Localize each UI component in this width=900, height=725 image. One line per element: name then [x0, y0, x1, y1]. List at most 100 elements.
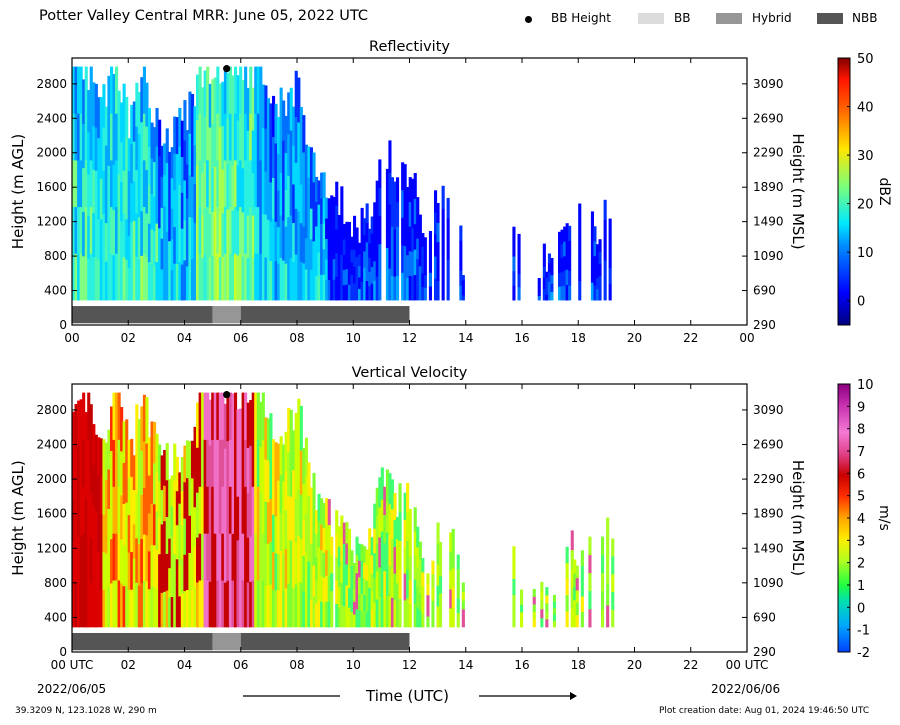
velocity-cell: [234, 580, 238, 628]
velocity-y-tick-label: 1200: [36, 541, 67, 555]
reflectivity-cell: [320, 172, 324, 199]
velocity-cell: [264, 543, 268, 586]
velocity-cell: [165, 516, 169, 554]
reflectivity-cell: [261, 256, 265, 301]
velocity-cell: [79, 444, 83, 491]
reflectivity-cell: [120, 102, 124, 143]
velocity-cell: [130, 551, 134, 590]
reflectivity-cell: [203, 162, 207, 209]
reflectivity-cell: [254, 206, 258, 254]
reflectivity-cell: [388, 204, 392, 237]
velocity-bb-bar-hybrid: [212, 632, 241, 651]
reflectivity-cell: [436, 241, 440, 262]
velocity-cell: [320, 524, 324, 551]
reflectivity-cell: [312, 211, 316, 242]
velocity-cell: [274, 516, 278, 554]
velocity-cell: [335, 533, 339, 558]
reflectivity-cell: [390, 226, 394, 252]
reflectivity-cell: [74, 160, 78, 208]
reflectivity-cell: [325, 238, 329, 260]
reflectivity-cell: [180, 264, 184, 301]
velocity-cell: [431, 613, 435, 628]
reflectivity-cell: [396, 177, 400, 203]
velocity-cell: [426, 584, 430, 596]
velocity-y-tick-label: 400: [44, 610, 67, 624]
velocity-cell: [198, 533, 202, 581]
velocity-cell: [254, 486, 258, 534]
reflectivity-cell: [74, 66, 78, 114]
reflectivity-cell: [266, 98, 270, 139]
reflectivity-cell: [110, 113, 114, 161]
velocity-cell: [147, 513, 151, 552]
reflectivity-cell: [299, 184, 303, 224]
velocity-cell: [512, 610, 516, 628]
reflectivity-cell: [188, 175, 192, 218]
reflectivity-cell: [97, 178, 101, 220]
reflectivity-cell: [236, 165, 240, 211]
velocity-cell: [390, 538, 394, 569]
velocity-cell: [185, 552, 189, 590]
reflectivity-cell: [82, 123, 86, 168]
velocity-cell: [115, 392, 119, 440]
velocity-cell: [208, 536, 212, 582]
legend-label-nbb: NBB: [852, 11, 878, 25]
reflectivity-cell: [327, 198, 331, 219]
reflectivity-cell: [104, 106, 108, 146]
velocity-cell: [449, 589, 453, 609]
velocity-cell: [158, 517, 162, 555]
velocity-cell: [256, 580, 260, 628]
reflectivity-cell: [221, 212, 225, 257]
reflectivity-cell: [107, 120, 111, 166]
reflectivity-cell: [436, 261, 440, 281]
reflectivity-cell: [142, 113, 146, 161]
reflectivity-cell: [137, 258, 141, 301]
reflectivity-colorbar-tick-label: 0: [857, 295, 865, 310]
reflectivity-cell: [365, 280, 369, 301]
velocity-cell: [211, 439, 215, 487]
reflectivity-cell: [370, 233, 374, 251]
reflectivity-cell: [272, 177, 276, 219]
velocity-cell: [299, 405, 303, 451]
reflectivity-cell: [517, 260, 521, 274]
velocity-cell: [342, 543, 346, 565]
reflectivity-cell: [317, 276, 321, 301]
reflectivity-cell: [299, 222, 303, 262]
velocity-colorbar-tick-label: 7: [857, 445, 865, 460]
reflectivity-cell: [284, 152, 288, 190]
reflectivity-cell: [99, 137, 103, 179]
velocity-cell: [155, 433, 159, 473]
reflectivity-cell: [568, 225, 572, 241]
reflectivity-cell: [117, 216, 121, 259]
velocity-cell: [97, 551, 101, 590]
velocity-cell: [246, 537, 250, 583]
velocity-cell: [370, 609, 374, 628]
velocity-cell: [383, 514, 387, 544]
reflectivity-cell: [358, 265, 362, 278]
velocity-cell: [320, 549, 324, 576]
velocity-cell: [552, 614, 556, 621]
velocity-x-tick-label: 00 UTC: [51, 658, 94, 672]
reflectivity-colorbar-tick-label: 40: [857, 101, 874, 116]
reflectivity-cell: [82, 255, 86, 301]
reflectivity-y-tick-label: 2400: [36, 111, 67, 125]
velocity-y2-tick-label: 3090: [753, 403, 784, 417]
reflectivity-cell: [517, 233, 521, 248]
reflectivity-cell: [165, 197, 169, 232]
velocity-cell: [408, 579, 412, 604]
velocity-cell: [223, 493, 227, 538]
velocity-y-tick-label: 800: [44, 576, 67, 590]
velocity-cell: [82, 533, 86, 581]
velocity-cell: [315, 603, 319, 628]
velocity-cell: [234, 392, 238, 440]
reflectivity-cell: [163, 174, 167, 207]
reflectivity-cell: [375, 228, 379, 253]
velocity-cell: [370, 591, 374, 610]
velocity-cell: [388, 503, 392, 535]
velocity-cell: [580, 550, 584, 566]
reflectivity-cell: [436, 222, 440, 243]
velocity-cell: [115, 486, 119, 534]
reflectivity-cell: [418, 282, 422, 301]
reflectivity-cell: [183, 260, 187, 301]
reflectivity-cell: [102, 256, 106, 301]
velocity-cell: [461, 582, 465, 592]
